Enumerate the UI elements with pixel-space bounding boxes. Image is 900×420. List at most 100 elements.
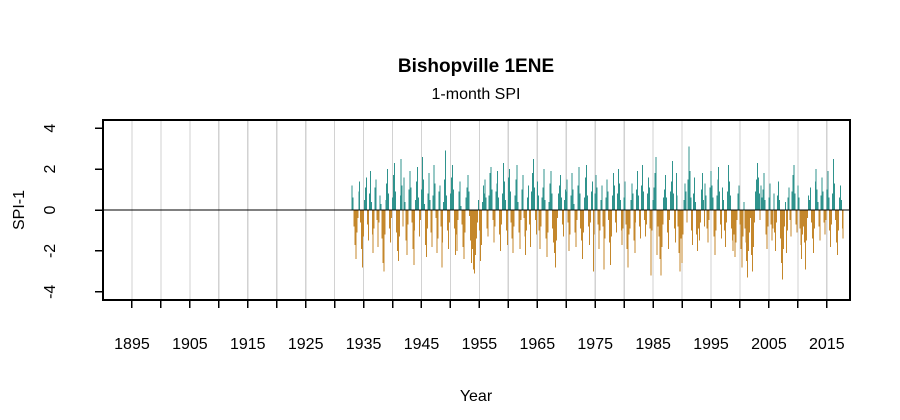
spi-bar	[559, 185, 560, 210]
spi-bar	[731, 210, 733, 241]
x-tick-label: 1915	[230, 336, 266, 353]
spi-bar	[400, 158, 402, 210]
spi-bar	[606, 179, 608, 210]
spi-bar	[470, 210, 472, 241]
spi-bar	[684, 183, 686, 210]
spi-bar	[423, 203, 425, 210]
spi-bar	[493, 210, 495, 243]
spi-bar	[792, 175, 794, 210]
spi-bar	[752, 210, 754, 272]
spi-bar	[622, 210, 624, 229]
spi-bar	[393, 175, 394, 210]
spi-bar	[821, 177, 823, 210]
y-tick-label: -4	[42, 285, 59, 299]
spi-bar	[612, 195, 614, 210]
spi-bar	[383, 210, 385, 272]
spi-bar	[729, 195, 731, 210]
spi-bar	[611, 210, 613, 237]
spi-bar	[810, 210, 812, 223]
spi-bar	[433, 165, 435, 210]
spi-bar	[804, 210, 806, 243]
spi-bar	[365, 187, 367, 210]
spi-bar	[717, 179, 719, 210]
spi-bar	[409, 171, 411, 210]
spi-bar	[837, 210, 839, 231]
spi-bar	[708, 210, 710, 221]
spi-bar	[465, 197, 467, 210]
spi-bar	[354, 210, 356, 245]
spi-bar	[575, 210, 577, 247]
spi-bar	[654, 173, 656, 210]
spi-bar	[815, 169, 817, 210]
spi-bar	[560, 197, 562, 210]
spi-bar	[435, 210, 437, 219]
spi-bar	[741, 210, 743, 268]
x-tick-label: 1945	[404, 336, 440, 353]
spi-bar	[628, 210, 630, 235]
spi-bar	[487, 210, 489, 237]
spi-bar	[469, 210, 471, 217]
x-tick-label: 2015	[809, 336, 845, 353]
spi-bar	[639, 210, 641, 227]
spi-bar	[648, 187, 650, 210]
spi-bar	[627, 210, 629, 268]
spi-bar	[795, 210, 797, 225]
spi-bar	[512, 210, 514, 253]
spi-bar	[766, 210, 768, 249]
spi-bar	[675, 173, 677, 210]
spi-bar	[782, 210, 784, 249]
x-tick-label: 1965	[520, 336, 556, 353]
spi-bar	[642, 165, 643, 210]
spi-bar	[420, 210, 422, 221]
spi-bar	[474, 210, 476, 274]
spi-bar	[538, 210, 540, 231]
spi-bar	[744, 210, 746, 229]
spi-bar	[742, 210, 744, 237]
spi-bar	[780, 210, 782, 239]
spi-bar	[672, 193, 674, 210]
spi-bar	[440, 210, 442, 227]
spi-bar	[505, 210, 507, 231]
spi-bar	[514, 195, 516, 210]
spi-bar	[691, 210, 693, 231]
spi-bar	[669, 191, 671, 210]
spi-bar	[586, 165, 588, 210]
spi-bar	[724, 210, 726, 231]
spi-bar	[557, 210, 559, 219]
spi-bar	[617, 169, 619, 210]
spi-bar	[634, 210, 636, 253]
spi-bar	[602, 210, 604, 227]
spi-bar	[521, 189, 523, 210]
spi-bar	[416, 181, 418, 210]
spi-bar	[582, 210, 584, 260]
spi-bar	[839, 185, 841, 210]
y-tick-label: 2	[42, 165, 59, 174]
spi-bar	[629, 210, 631, 229]
spi-bar	[779, 199, 781, 210]
spi-bar	[746, 210, 748, 262]
spi-bar	[476, 210, 478, 223]
spi-bar	[485, 197, 487, 210]
chart-title: Bishopville 1ENE	[398, 56, 554, 77]
spi-bar	[380, 203, 382, 210]
spi-bar	[725, 210, 726, 247]
spi-bar	[556, 210, 558, 241]
spi-bar	[829, 210, 831, 231]
spi-bar	[475, 210, 477, 255]
spi-bar	[764, 199, 766, 210]
spi-bar	[537, 195, 539, 210]
spi-bar	[548, 201, 550, 210]
spi-bar	[715, 210, 717, 231]
spi-bar	[605, 197, 607, 210]
spi-bar	[643, 210, 645, 221]
spi-bar	[531, 173, 533, 210]
spi-bar	[381, 210, 383, 239]
spi-bar	[378, 210, 380, 223]
spi-bar	[835, 210, 837, 221]
spi-bar	[619, 199, 621, 210]
spi-bar	[533, 187, 535, 210]
spi-bar	[357, 210, 359, 219]
spi-bar	[613, 173, 615, 210]
spi-bar	[658, 210, 660, 237]
spi-bar	[506, 210, 508, 245]
